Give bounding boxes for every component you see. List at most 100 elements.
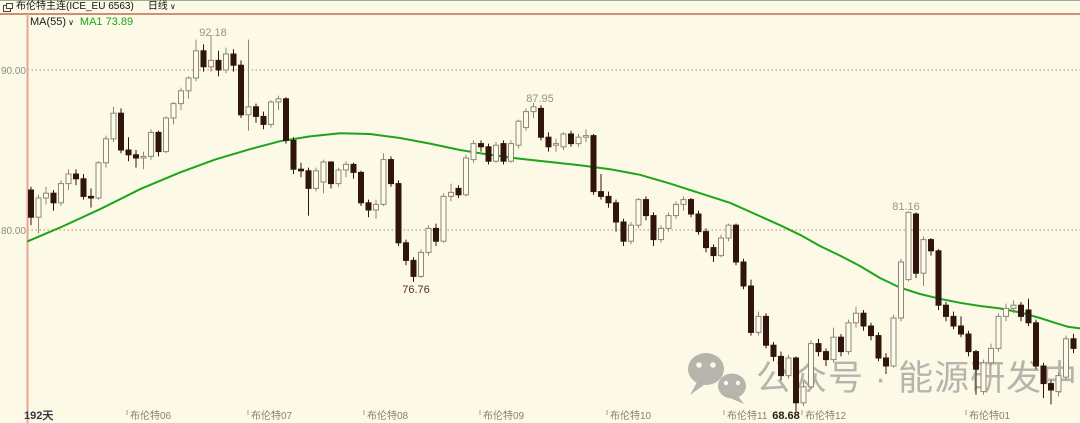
candle-body bbox=[328, 161, 334, 185]
window-layout-icon[interactable] bbox=[3, 3, 13, 12]
candle-body bbox=[793, 357, 799, 404]
candle-body bbox=[320, 161, 327, 183]
candle-body bbox=[853, 312, 859, 324]
candle-body bbox=[485, 146, 492, 162]
candle-body bbox=[433, 227, 439, 242]
wechat-icon bbox=[688, 353, 724, 385]
price-annotation: 76.76 bbox=[402, 284, 430, 296]
price-annotation: 81.16 bbox=[892, 201, 920, 213]
candle-body bbox=[223, 53, 229, 71]
candle-body bbox=[515, 120, 522, 146]
candle-body bbox=[425, 227, 432, 253]
period-selector[interactable]: 日线 ∨ bbox=[148, 1, 176, 13]
candle-body bbox=[88, 195, 94, 199]
candle-body bbox=[155, 131, 162, 153]
candle-body bbox=[1070, 338, 1077, 349]
candle-body bbox=[35, 197, 42, 218]
candle-body bbox=[1063, 338, 1069, 378]
candle-body bbox=[133, 154, 139, 159]
indicator-legend: MA(55) ∨ MA1 73.89 bbox=[30, 16, 133, 28]
x-axis-label: 布伦特07 bbox=[251, 409, 293, 422]
top-border-line bbox=[0, 0, 1080, 1]
candle-body bbox=[253, 106, 259, 117]
wechat-icon bbox=[730, 396, 744, 404]
candle-body bbox=[665, 215, 672, 229]
candle-body bbox=[785, 357, 792, 377]
titlebar-divider bbox=[0, 13, 1080, 15]
candle-body bbox=[688, 199, 694, 215]
candle-body bbox=[920, 239, 927, 274]
candle-body bbox=[635, 199, 642, 226]
candle-body bbox=[238, 64, 244, 116]
candle-body bbox=[395, 183, 402, 244]
wechat-icon bbox=[696, 362, 702, 368]
candle-body bbox=[260, 115, 267, 125]
candle-body bbox=[770, 344, 777, 357]
candle-body bbox=[110, 112, 117, 140]
candle-body bbox=[988, 347, 994, 364]
candle-body bbox=[995, 315, 1002, 349]
candle-body bbox=[890, 317, 897, 367]
ma-indicator-selector[interactable]: MA(55) bbox=[30, 16, 67, 28]
x-axis-label: 布伦特06 bbox=[130, 409, 172, 422]
candle-body bbox=[815, 343, 822, 353]
candle-body bbox=[290, 139, 297, 170]
period-label: 日线 bbox=[147, 1, 168, 12]
candle-body bbox=[928, 239, 934, 252]
candle-body bbox=[448, 191, 454, 197]
candle-body bbox=[883, 357, 889, 367]
candle-body bbox=[410, 259, 417, 277]
candle-body bbox=[755, 315, 762, 333]
candle-body bbox=[943, 304, 949, 317]
candle-body bbox=[500, 143, 507, 162]
candle-body bbox=[1025, 309, 1032, 324]
candle-body bbox=[628, 224, 634, 242]
candle-body bbox=[823, 351, 829, 361]
candle-body bbox=[748, 285, 754, 333]
candle-body bbox=[950, 315, 957, 327]
candle-body bbox=[335, 169, 342, 185]
candle-body bbox=[1048, 383, 1054, 391]
price-annotation: 87.95 bbox=[526, 93, 554, 105]
candle-body bbox=[710, 247, 717, 257]
candle-body bbox=[538, 107, 544, 138]
candle-body bbox=[463, 157, 469, 196]
candle-body bbox=[178, 90, 184, 105]
candle-body bbox=[905, 211, 912, 281]
candle-body bbox=[208, 59, 214, 68]
candle-body bbox=[658, 227, 664, 241]
candle-body bbox=[875, 335, 882, 359]
candle-body bbox=[305, 170, 312, 189]
candle-body bbox=[1018, 304, 1024, 317]
candle-body bbox=[605, 195, 612, 204]
candle-body bbox=[1055, 375, 1062, 393]
x-axis-label: 布伦特12 bbox=[805, 409, 847, 422]
candle-body bbox=[568, 133, 574, 145]
candle-body bbox=[613, 202, 619, 223]
chevron-down-icon[interactable]: ∨ bbox=[68, 17, 74, 27]
candle-body bbox=[65, 173, 72, 185]
candle-body bbox=[545, 136, 552, 148]
candle-body bbox=[1040, 365, 1047, 385]
candle-body bbox=[845, 322, 852, 353]
candle-body bbox=[28, 189, 34, 218]
candle-body bbox=[388, 159, 394, 185]
x-axis-label: 布伦特01 bbox=[969, 409, 1011, 422]
wechat-icon bbox=[710, 362, 716, 368]
candle-body bbox=[800, 386, 807, 404]
candle-body bbox=[860, 312, 867, 327]
candle-body bbox=[118, 112, 124, 151]
candle-body bbox=[838, 336, 844, 353]
candle-body bbox=[380, 159, 387, 205]
candle-body bbox=[80, 178, 87, 197]
visible-range-label: 192天 bbox=[24, 409, 54, 422]
candle-body bbox=[365, 202, 372, 211]
chevron-down-icon: ∨ bbox=[169, 2, 176, 11]
candle-body bbox=[733, 224, 739, 263]
candle-body bbox=[673, 203, 679, 217]
x-axis-label: 布伦特10 bbox=[610, 409, 652, 422]
candle-body bbox=[58, 183, 64, 204]
candle-body bbox=[343, 163, 349, 171]
